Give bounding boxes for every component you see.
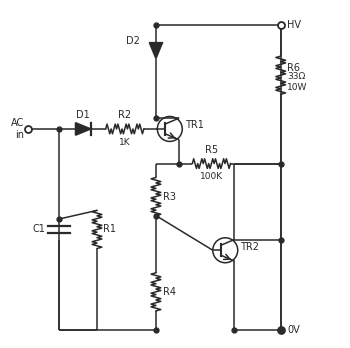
Text: AC
in: AC in (11, 118, 24, 140)
Text: 1K: 1K (119, 137, 131, 147)
Text: HV: HV (287, 20, 301, 30)
Text: 33Ω: 33Ω (287, 72, 305, 81)
Text: R3: R3 (163, 191, 176, 201)
Text: 10W: 10W (287, 83, 307, 92)
Polygon shape (76, 123, 91, 135)
Text: D2: D2 (126, 35, 140, 46)
Text: R6: R6 (287, 63, 300, 73)
Text: TR1: TR1 (185, 120, 204, 130)
Text: 100K: 100K (200, 172, 223, 181)
Text: TR2: TR2 (240, 242, 259, 252)
Text: R1: R1 (103, 224, 116, 235)
Polygon shape (150, 44, 162, 58)
Text: D1: D1 (76, 110, 90, 120)
Text: R5: R5 (205, 145, 218, 155)
Text: C1: C1 (33, 224, 46, 235)
Text: R4: R4 (163, 287, 176, 297)
Text: 0V: 0V (287, 325, 300, 335)
Text: R2: R2 (118, 110, 131, 120)
